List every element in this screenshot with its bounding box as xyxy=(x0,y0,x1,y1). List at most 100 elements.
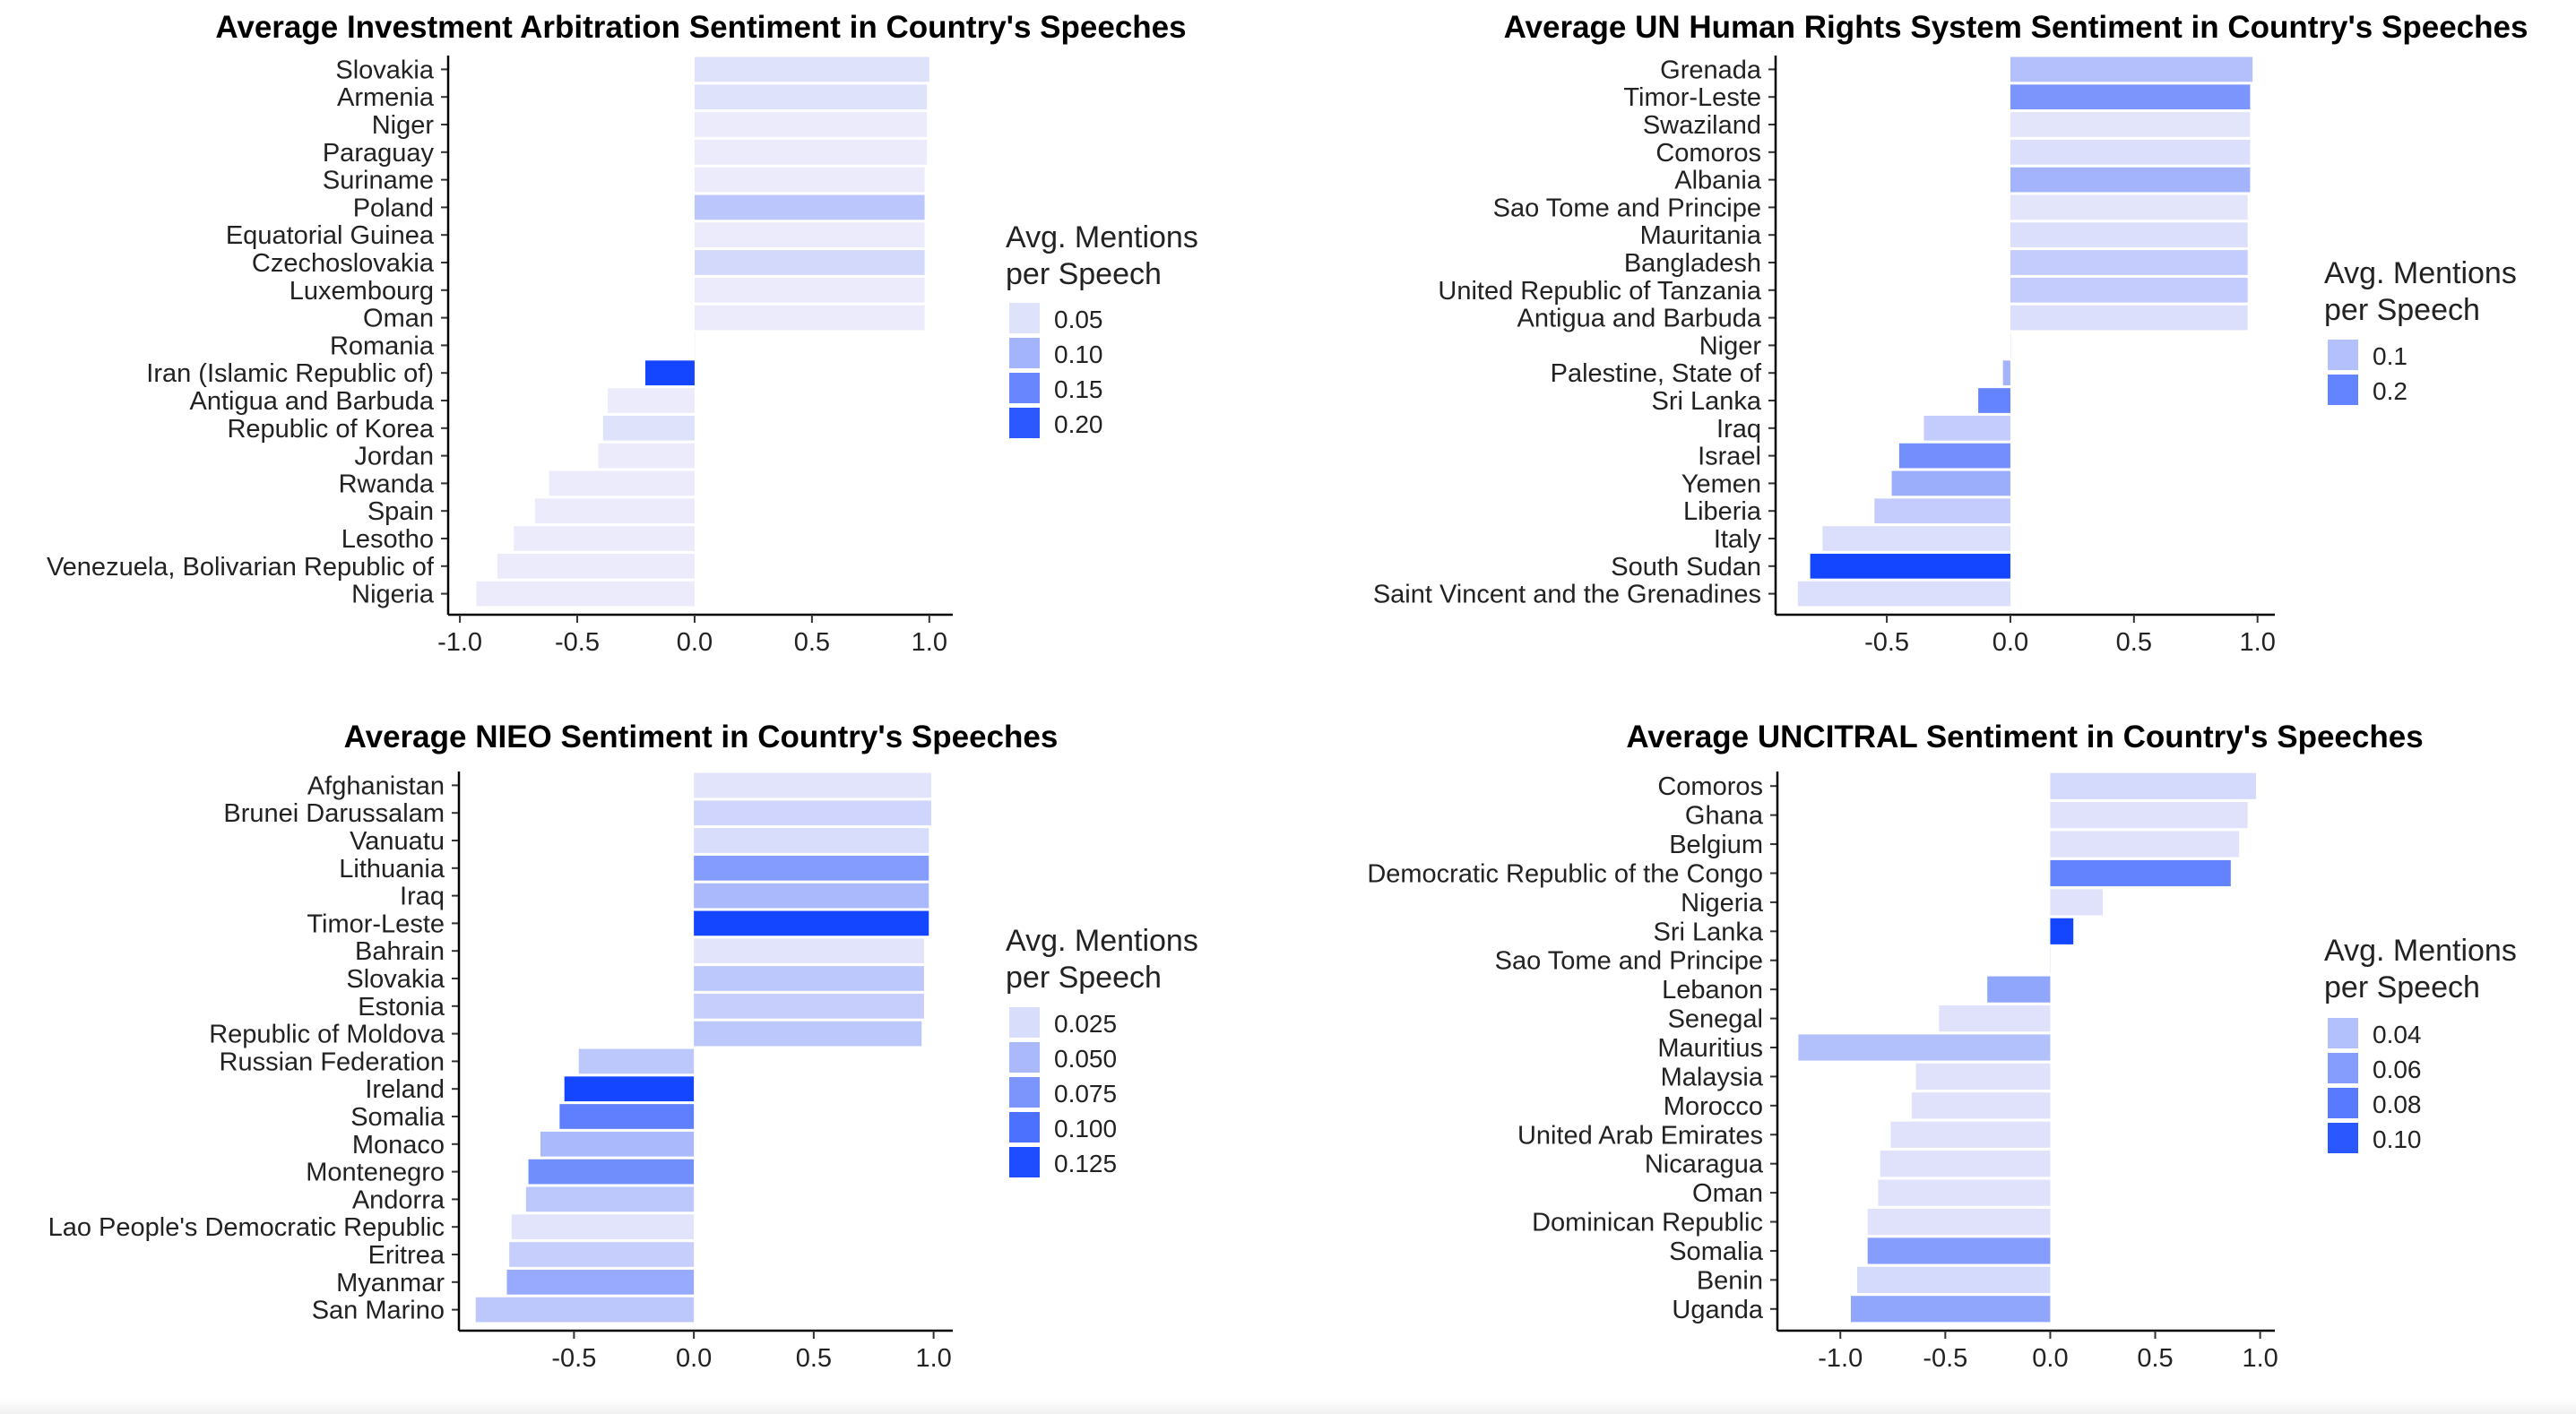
bar-antigua-and-barbuda xyxy=(2010,305,2248,331)
legend-swatch xyxy=(1009,338,1040,368)
bar-belgium xyxy=(2050,831,2240,858)
chart-panel-un-human-rights: Average UN Human Rights System Sentiment… xyxy=(1288,0,2576,707)
bar-united-republic-of-tanzania xyxy=(2010,277,2248,303)
bar-lesotho xyxy=(514,526,695,551)
category-label-comoros: Comoros xyxy=(1657,772,1763,801)
category-label-equatorial-guinea: Equatorial Guinea xyxy=(226,221,435,250)
x-tick-label: 1.0 xyxy=(915,1344,951,1373)
legend-title-line2: per Speech xyxy=(2324,293,2480,327)
chart-un-human-rights: Average UN Human Rights System Sentiment… xyxy=(1373,10,2528,657)
category-label-oman: Oman xyxy=(1692,1179,1763,1208)
legend-title-line2: per Speech xyxy=(1006,961,1162,995)
legend-swatch xyxy=(2328,1088,2358,1118)
category-label-lebanon: Lebanon xyxy=(1662,976,1763,1004)
category-label-south-sudan: South Sudan xyxy=(1611,553,1761,582)
x-tick-label: 0.0 xyxy=(676,1344,712,1373)
bar-republic-of-moldova xyxy=(694,1021,922,1047)
legend-label: 0.075 xyxy=(1054,1080,1117,1108)
legend: Avg. Mentions per Speech 0.05 0.10 0.15 0.20 xyxy=(1006,220,1198,438)
category-label-slovakia: Slovakia xyxy=(335,56,434,84)
category-label-russian-federation: Russian Federation xyxy=(220,1048,445,1076)
category-label-somalia: Somalia xyxy=(1669,1237,1764,1266)
bar-italy xyxy=(1822,526,2010,551)
category-label-jordan: Jordan xyxy=(354,443,434,471)
x-tick-label: -0.5 xyxy=(551,1344,596,1373)
bar-monaco xyxy=(540,1131,695,1157)
category-label-ghana: Ghana xyxy=(1685,802,1764,831)
bar-iran-islamic-republic-of xyxy=(644,360,695,386)
category-label-estonia: Estonia xyxy=(358,993,445,1022)
bar-lebanon xyxy=(1987,976,2051,1003)
bar-brunei-darussalam xyxy=(694,800,931,826)
legend-label: 0.08 xyxy=(2373,1091,2422,1118)
category-label-lithuania: Lithuania xyxy=(339,855,445,884)
legend-label: 0.05 xyxy=(1054,306,1103,333)
legend-title-line1: Avg. Mentions xyxy=(1006,220,1198,254)
category-label-sao-tome-and-principe: Sao Tome and Principe xyxy=(1493,194,1761,222)
bar-venezuela-bolivarian-republic-of xyxy=(497,553,695,579)
category-label-lesotho: Lesotho xyxy=(341,525,434,554)
category-label-afghanistan: Afghanistan xyxy=(307,772,445,800)
category-label-belgium: Belgium xyxy=(1669,831,1763,859)
legend-swatch xyxy=(2328,1123,2358,1153)
legend-swatch xyxy=(1009,1147,1040,1177)
category-label-lao-people-s-democratic-republic: Lao People's Democratic Republic xyxy=(48,1213,445,1242)
legend-label: 0.125 xyxy=(1054,1150,1117,1177)
bar-senegal xyxy=(1939,1004,2051,1032)
bar-bahrain xyxy=(694,938,924,964)
category-label-italy: Italy xyxy=(1714,525,1762,554)
category-label-andorra: Andorra xyxy=(352,1186,445,1214)
category-label-yemen: Yemen xyxy=(1681,470,1761,498)
category-label-iraq: Iraq xyxy=(1716,415,1761,444)
legend-title-line2: per Speech xyxy=(2324,970,2480,1004)
bar-poland xyxy=(694,194,925,220)
legend-swatch xyxy=(2328,340,2358,370)
category-label-liberia: Liberia xyxy=(1683,497,1762,526)
category-label-san-marino: San Marino xyxy=(312,1297,445,1325)
chart-uncitral: Average UNCITRAL Sentiment in Country's … xyxy=(1367,720,2517,1373)
category-label-oman: Oman xyxy=(363,305,434,333)
category-label-venezuela-bolivarian-republic-of: Venezuela, Bolivarian Republic of xyxy=(47,553,435,582)
category-label-czechoslovakia: Czechoslovakia xyxy=(252,249,435,278)
legend-label: 0.10 xyxy=(1054,341,1103,368)
category-label-swaziland: Swaziland xyxy=(1643,111,1761,140)
bar-somalia xyxy=(1867,1237,2051,1264)
bar-saint-vincent-and-the-grenadines xyxy=(1797,581,2010,607)
bar-south-sudan xyxy=(1810,553,2010,579)
legend-title-line1: Avg. Mentions xyxy=(2324,934,2517,968)
bar-sao-tome-and-principe xyxy=(2050,947,2051,974)
bar-liberia xyxy=(1874,498,2010,524)
legend-swatch xyxy=(1009,1112,1040,1142)
category-label-nigeria: Nigeria xyxy=(351,581,435,609)
bar-united-arab-emirates xyxy=(1890,1121,2051,1148)
category-label-antigua-and-barbuda: Antigua and Barbuda xyxy=(190,387,435,416)
bar-morocco xyxy=(1911,1092,2051,1119)
bar-iraq xyxy=(694,883,929,909)
legend-label: 0.1 xyxy=(2373,342,2407,370)
legend-label: 0.15 xyxy=(1054,375,1103,403)
bar-republic-of-korea xyxy=(602,415,695,441)
legend-label: 0.2 xyxy=(2373,377,2407,405)
bar-nigeria xyxy=(476,581,695,607)
bar-niger xyxy=(694,112,928,137)
category-label-benin: Benin xyxy=(1697,1266,1763,1295)
bar-san-marino xyxy=(475,1297,695,1323)
category-label-montenegro: Montenegro xyxy=(306,1159,445,1187)
legend-label: 0.06 xyxy=(2373,1056,2422,1083)
chart-title: Average UN Human Rights System Sentiment… xyxy=(1504,10,2528,45)
category-label-republic-of-korea: Republic of Korea xyxy=(227,415,434,444)
category-label-timor-leste: Timor-Leste xyxy=(1623,83,1761,112)
x-tick-label: 1.0 xyxy=(2242,1344,2278,1373)
category-label-paraguay: Paraguay xyxy=(323,139,435,168)
category-label-israel: Israel xyxy=(1698,443,1761,471)
bar-eritrea xyxy=(509,1242,695,1267)
bar-myanmar xyxy=(506,1269,695,1295)
category-label-luxembourg: Luxembourg xyxy=(290,277,434,306)
bar-democratic-republic-of-the-congo xyxy=(2050,859,2231,887)
category-label-niger: Niger xyxy=(1699,332,1762,360)
bar-lithuania xyxy=(694,855,929,881)
category-label-slovakia: Slovakia xyxy=(346,965,445,994)
legend-swatch xyxy=(1009,373,1040,403)
bar-oman xyxy=(694,305,925,331)
legend-swatch xyxy=(2328,1053,2358,1083)
